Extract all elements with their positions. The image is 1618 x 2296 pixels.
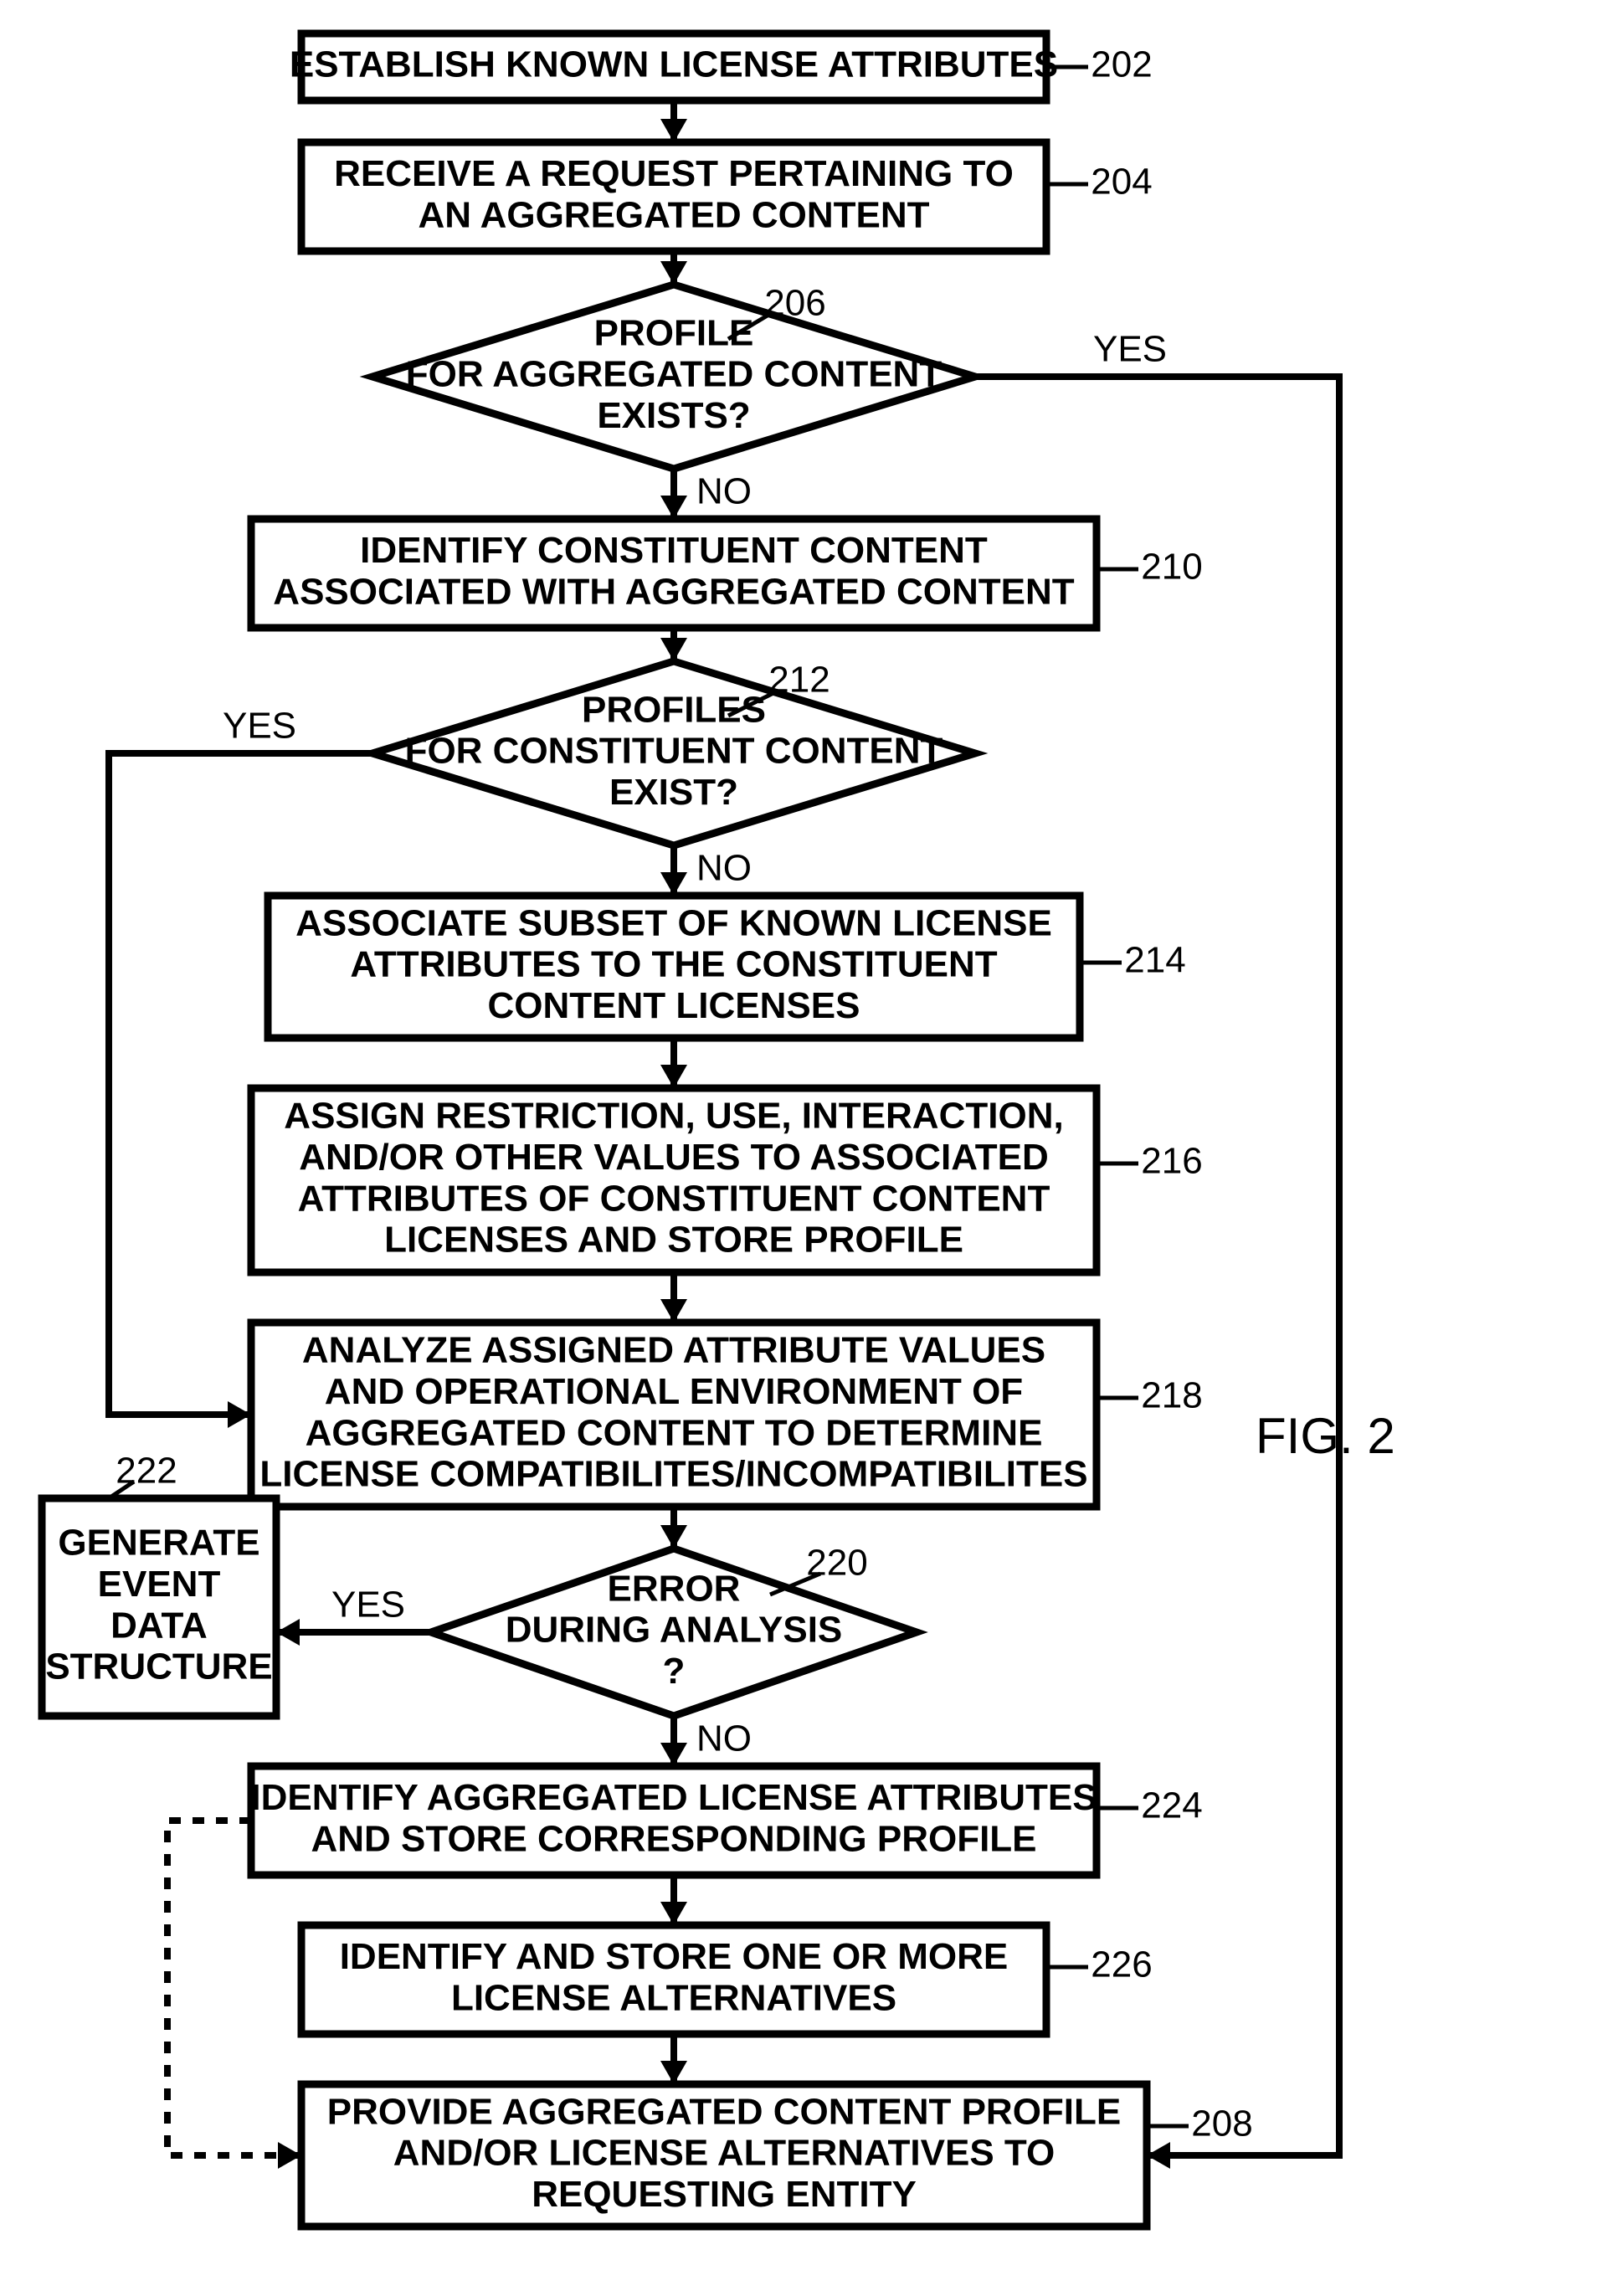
node-n216: ASSIGN RESTRICTION, USE, INTERACTION,AND… (251, 1088, 1097, 1272)
edge: NO (660, 469, 752, 519)
ref-number: 224 (1141, 1785, 1202, 1826)
edge-label: NO (696, 1718, 752, 1759)
node-text-line: FOR CONSTITUENT CONTENT (405, 731, 943, 772)
node-text-line: AND OPERATIONAL ENVIRONMENT OF (325, 1371, 1023, 1412)
node-text-line: DATA (110, 1605, 208, 1646)
node-n204: RECEIVE A REQUEST PERTAINING TOAN AGGREG… (301, 142, 1046, 251)
node-text-line: PROFILE (594, 312, 754, 353)
node-text-line: ANALYZE ASSIGNED ATTRIBUTE VALUES (302, 1330, 1045, 1371)
node-text-line: EVENT (98, 1564, 221, 1605)
node-text-line: EXIST? (609, 772, 738, 813)
node-text-line: ASSOCIATE SUBSET OF KNOWN LICENSE (295, 902, 1052, 943)
ref-number: 214 (1124, 940, 1185, 981)
node-text-line: RECEIVE A REQUEST PERTAINING TO (334, 153, 1014, 194)
node-text-line: AND/OR LICENSE ALTERNATIVES TO (393, 2133, 1055, 2174)
node-text-line: IDENTIFY AND STORE ONE OR MORE (340, 1936, 1009, 1977)
node-n224: IDENTIFY AGGREGATED LICENSE ATTRIBUTESAN… (250, 1766, 1097, 1875)
flowchart: NO YES NO YES NO YES ESTABLISH KNOWN LICENSE A… (0, 0, 1618, 2296)
ref-number: 226 (1091, 1944, 1152, 1985)
node-n226: IDENTIFY AND STORE ONE OR MORELICENSE AL… (301, 1925, 1046, 2034)
node-text-line: AND STORE CORRESPONDING PROFILE (311, 1818, 1036, 1859)
node-text-line: IDENTIFY CONSTITUENT CONTENT (360, 530, 988, 571)
node-text-line: GENERATE (58, 1523, 259, 1564)
edge: NO (660, 1716, 752, 1766)
diagram-container: NO YES NO YES NO YES ESTABLISH KNOWN LICENSE A… (0, 0, 1618, 2296)
ref-number: 216 (1141, 1141, 1202, 1182)
node-text-line: AND/OR OTHER VALUES TO ASSOCIATED (299, 1137, 1049, 1178)
edge-label: YES (331, 1585, 405, 1626)
node-text-line: ESTABLISH KNOWN LICENSE ATTRIBUTES (290, 44, 1058, 85)
node-n222: GENERATEEVENTDATASTRUCTURE (42, 1498, 276, 1716)
node-text-line: AN AGGREGATED CONTENT (418, 194, 929, 235)
ref-number: 220 (806, 1543, 867, 1584)
node-n218: ANALYZE ASSIGNED ATTRIBUTE VALUESAND OPE… (251, 1323, 1097, 1507)
node-text-line: LICENSE COMPATIBILITES/INCOMPATIBILITES (259, 1454, 1087, 1495)
figure-label: FIG. 2 (1256, 1408, 1395, 1464)
node-n208: PROVIDE AGGREGATED CONTENT PROFILEAND/OR… (301, 2084, 1147, 2227)
node-text-line: FOR AGGREGATED CONTENT (406, 354, 943, 395)
node-text-line: ASSOCIATED WITH AGGREGATED CONTENT (273, 571, 1075, 612)
edge: NO (660, 845, 752, 896)
node-text-line: PROVIDE AGGREGATED CONTENT PROFILE (327, 2091, 1122, 2132)
node-text-line: STRUCTURE (45, 1646, 272, 1687)
edge-label: YES (1093, 329, 1167, 370)
node-text-line: REQUESTING ENTITY (532, 2174, 917, 2215)
node-text-line: DURING ANALYSIS (506, 1610, 843, 1651)
ref-number: 210 (1141, 547, 1202, 588)
ref-number: 208 (1191, 2103, 1252, 2144)
node-n202: ESTABLISH KNOWN LICENSE ATTRIBUTES (290, 33, 1058, 100)
node-n210: IDENTIFY CONSTITUENT CONTENTASSOCIATED W… (251, 519, 1097, 628)
node-text-line: EXISTS? (597, 395, 750, 436)
node-text-line: AGGREGATED CONTENT TO DETERMINE (306, 1412, 1043, 1453)
node-text-line: ? (663, 1651, 686, 1692)
ref-number: 202 (1091, 44, 1152, 85)
node-text-line: ATTRIBUTES TO THE CONSTITUENT (350, 944, 997, 985)
node-text-line: ATTRIBUTES OF CONSTITUENT CONTENT (298, 1178, 1050, 1219)
edge-label: NO (696, 471, 752, 512)
node-text-line: CONTENT LICENSES (488, 985, 860, 1026)
ref-n222: 222 (109, 1451, 177, 1498)
ref-number: 204 (1091, 162, 1152, 203)
edge-label: NO (696, 848, 752, 889)
node-text-line: LICENSE ALTERNATIVES (451, 1977, 896, 2018)
edge-label: YES (223, 706, 296, 747)
node-text-line: IDENTIFY AGGREGATED LICENSE ATTRIBUTES (250, 1777, 1097, 1818)
node-text-line: ASSIGN RESTRICTION, USE, INTERACTION, (284, 1096, 1063, 1137)
ref-number: 206 (764, 283, 825, 324)
ref-number: 222 (116, 1451, 177, 1492)
ref-number: 218 (1141, 1375, 1202, 1416)
ref-number: 212 (768, 660, 830, 701)
node-n214: ASSOCIATE SUBSET OF KNOWN LICENSEATTRIBU… (268, 896, 1080, 1038)
node-text-line: ERROR (608, 1568, 741, 1609)
node-text-line: LICENSES AND STORE PROFILE (384, 1220, 963, 1261)
